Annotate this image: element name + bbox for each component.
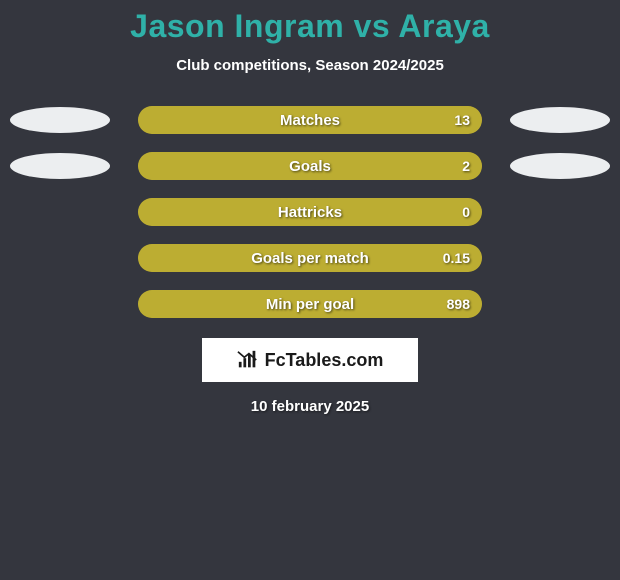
stat-label: Goals xyxy=(138,152,482,180)
stat-value: 898 xyxy=(447,290,470,318)
logo-inner: FcTables.com xyxy=(237,349,384,371)
stat-rows: Matches13 Goals2 Hattricks0 Goals per match… xyxy=(0,106,620,318)
stat-value: 2 xyxy=(462,152,470,180)
subtitle: Club competitions, Season 2024/2025 xyxy=(0,57,620,74)
stat-value: 0 xyxy=(462,198,470,226)
stat-label: Goals per match xyxy=(138,244,482,272)
date-label: 10 february 2025 xyxy=(0,398,620,415)
page-title: Jason Ingram vs Araya xyxy=(0,8,620,45)
player-ellipse-right xyxy=(510,107,610,133)
stat-row: Goals per match0.15 xyxy=(0,244,620,272)
logo-text: FcTables.com xyxy=(265,350,384,371)
player-ellipse-right xyxy=(510,153,610,179)
stat-bar: Min per goal898 xyxy=(138,290,482,318)
stat-row: Goals2 xyxy=(0,152,620,180)
stat-label: Hattricks xyxy=(138,198,482,226)
stat-label: Matches xyxy=(138,106,482,134)
stat-value: 0.15 xyxy=(443,244,470,272)
stat-label: Min per goal xyxy=(138,290,482,318)
stat-bar: Goals2 xyxy=(138,152,482,180)
stat-bar: Matches13 xyxy=(138,106,482,134)
logo-box[interactable]: FcTables.com xyxy=(202,338,418,382)
stat-value: 13 xyxy=(454,106,470,134)
stat-row: Hattricks0 xyxy=(0,198,620,226)
stat-bar: Hattricks0 xyxy=(138,198,482,226)
stat-row: Min per goal898 xyxy=(0,290,620,318)
stat-bar: Goals per match0.15 xyxy=(138,244,482,272)
barchart-icon xyxy=(237,349,259,371)
stat-row: Matches13 xyxy=(0,106,620,134)
player-ellipse-left xyxy=(10,153,110,179)
comparison-container: Jason Ingram vs Araya Club competitions,… xyxy=(0,0,620,415)
player-ellipse-left xyxy=(10,107,110,133)
